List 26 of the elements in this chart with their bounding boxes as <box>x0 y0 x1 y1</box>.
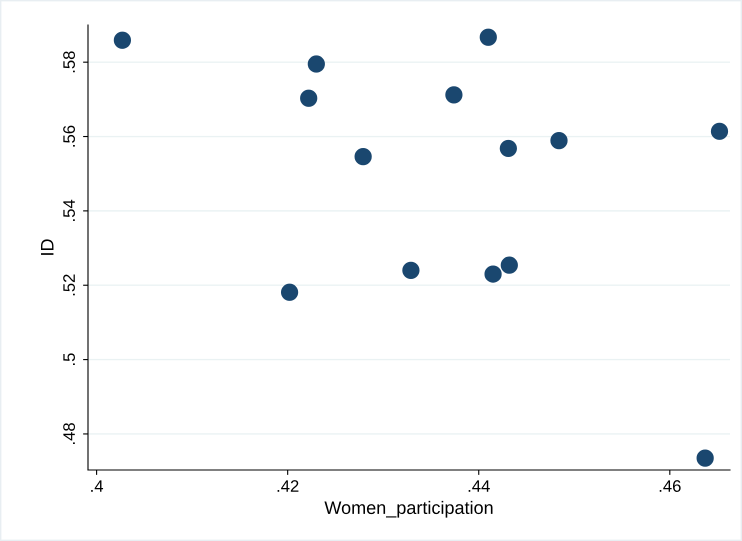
point <box>114 32 132 49</box>
point <box>480 28 497 46</box>
point <box>280 284 298 301</box>
y-tick-label: .58 <box>63 51 75 72</box>
point <box>300 90 318 107</box>
y-tick-label: .54 <box>63 200 75 221</box>
point <box>308 55 325 73</box>
point <box>696 449 714 467</box>
x-axis-title: Women_participation <box>324 500 492 518</box>
y-axis-title: ID <box>41 239 54 255</box>
y-tick-label: .56 <box>63 126 75 147</box>
point <box>550 132 568 150</box>
point <box>402 262 420 279</box>
point <box>354 148 372 166</box>
y-tick-label: .48 <box>63 423 75 444</box>
x-tick-label: .46 <box>660 480 681 492</box>
x-tick-label: .4 <box>91 480 104 492</box>
x-tick-label: .44 <box>468 480 490 492</box>
x-tick-label: .42 <box>278 480 298 492</box>
point <box>500 140 517 158</box>
point <box>484 265 502 283</box>
y-tick-label: .52 <box>63 274 75 296</box>
point <box>710 122 728 140</box>
point <box>445 86 463 104</box>
y-tick-label: .5 <box>63 353 75 366</box>
point <box>500 256 518 274</box>
